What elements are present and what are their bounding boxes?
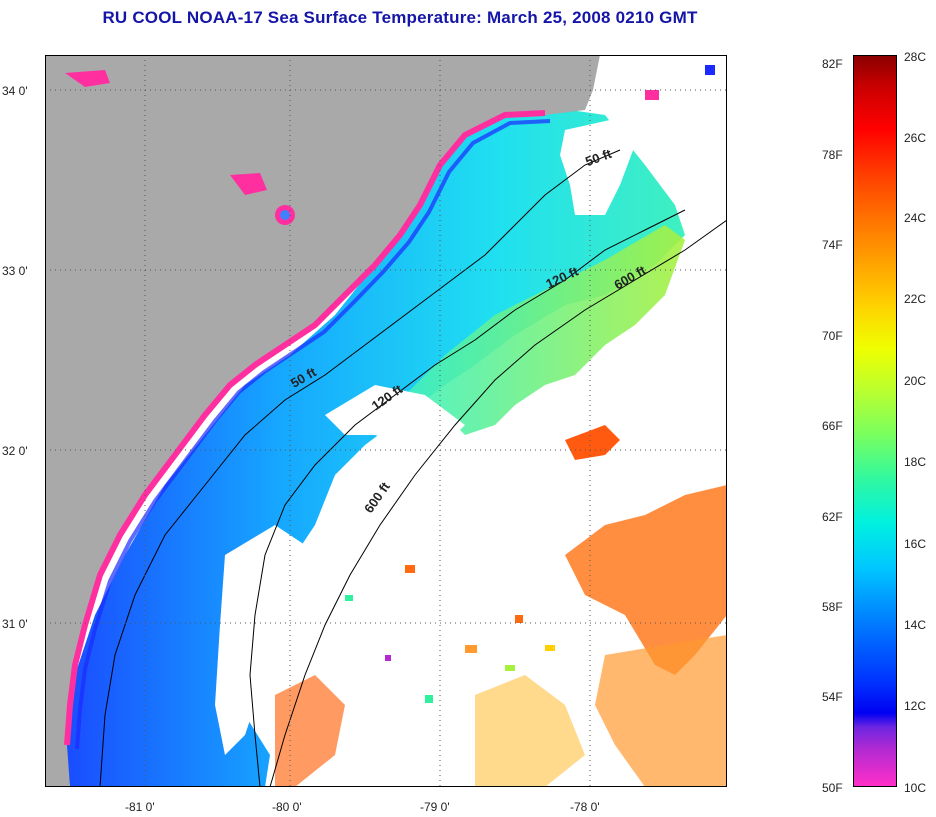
lon-label-78: -78 0' [570, 800, 600, 814]
gulf-stream-warm-patch [565, 485, 727, 675]
cb-f-70: 70F [822, 329, 843, 343]
lon-label-79: -79 0' [420, 800, 450, 814]
cb-c-12: 12C [904, 699, 927, 713]
cb-c-24: 24C [904, 211, 927, 225]
cb-f-82: 82F [822, 57, 843, 71]
lon-label-80: -80 0' [272, 800, 302, 814]
cb-f-66: 66F [822, 419, 843, 433]
lat-label-33: 33 0' [2, 264, 28, 278]
midshelf-warm-water [405, 225, 685, 435]
cb-c-20: 20C [904, 374, 927, 388]
cb-c-26: 26C [904, 131, 927, 145]
cold-nearshore-blue-edge [75, 119, 551, 750]
contour-120ft [249, 209, 686, 787]
cloud-patch-north [560, 120, 635, 215]
cb-c-28: 28C [904, 50, 927, 64]
map-border [45, 55, 727, 787]
gulf-stream-warm-patch [565, 425, 620, 460]
cb-f-58: 58F [822, 600, 843, 614]
lat-lon-grid [45, 55, 727, 787]
temperature-colorbar [853, 55, 897, 787]
cb-c-10: 10C [904, 781, 927, 795]
lat-label-32: 32 0' [2, 444, 28, 458]
cold-nearshore-band [64, 110, 546, 746]
gulf-stream-warm-patch [475, 675, 585, 787]
cloud-patch-south [215, 525, 305, 755]
cb-c-16: 16C [904, 537, 927, 551]
cb-c-14: 14C [904, 618, 927, 632]
inland-lake-2 [230, 173, 267, 195]
land-mass [45, 55, 600, 787]
scattered-sst-pixels [345, 65, 715, 703]
sst-map: 50 ft 120 ft 600 ft 50 ft 120 ft 600 ft [45, 55, 727, 787]
cb-c-22: 22C [904, 292, 927, 306]
inland-lake-1 [65, 70, 110, 87]
gulf-stream-warm-patch [595, 635, 727, 787]
lat-label-34: 34 0' [2, 84, 28, 98]
lon-label-81: -81 0' [125, 800, 155, 814]
cb-f-78: 78F [822, 148, 843, 162]
contour-50ft [99, 149, 621, 787]
shelf-water-region [65, 105, 685, 787]
cloud-patch-offshore [325, 385, 465, 445]
cb-c-18: 18C [904, 455, 927, 469]
cloud-patch-east [685, 255, 727, 365]
cb-f-62: 62F [822, 510, 843, 524]
cb-f-54: 54F [822, 690, 843, 704]
cb-f-74: 74F [822, 238, 843, 252]
lat-label-31: 31 0' [2, 617, 28, 631]
map-title: RU COOL NOAA-17 Sea Surface Temperature:… [102, 8, 698, 27]
gulf-stream-warm-patch [275, 675, 345, 787]
cb-f-50: 50F [822, 781, 843, 795]
